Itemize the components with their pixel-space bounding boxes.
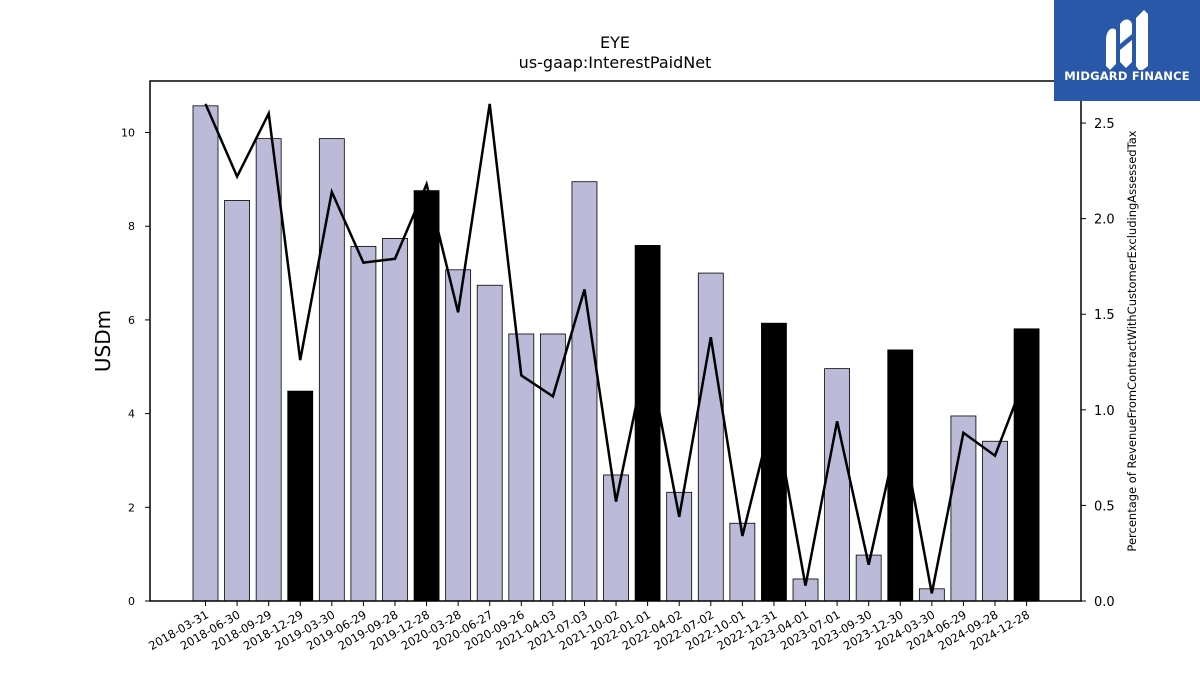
line-series (204, 103, 1028, 594)
bar-2020-09-26 (508, 333, 535, 602)
bar-2019-12-28 (413, 190, 440, 602)
bar-2022-04-02 (666, 491, 693, 602)
ratio-line (204, 103, 1028, 594)
bar-2020-03-28 (445, 269, 472, 602)
midgard-logo-icon (1106, 10, 1148, 70)
midgard-logo: MIDGARD FINANCE (1054, 0, 1200, 101)
y-tick-label: 4 (128, 408, 135, 421)
bar-2024-12-28 (1013, 328, 1040, 602)
bar-2019-06-29 (350, 245, 377, 602)
bar-2020-06-27 (476, 284, 503, 602)
bar-series (192, 105, 1040, 602)
chart-subtitle: us-gaap:InterestPaidNet (519, 53, 712, 72)
bar-2018-06-30 (224, 200, 250, 602)
bar-2022-01-01 (634, 245, 661, 602)
y2-tick-label: 0.0 (1094, 595, 1115, 610)
y2-tick-label: 2.0 (1094, 213, 1115, 228)
bar-2019-09-28 (382, 238, 408, 602)
bar-2021-04-03 (539, 333, 566, 602)
bar-2023-07-01 (824, 368, 850, 602)
bar-2022-07-02 (697, 272, 724, 602)
bar-2018-12-29 (287, 390, 314, 602)
plot-frame (149, 80, 1082, 602)
y-tick-label: 2 (128, 501, 135, 514)
bar-2018-03-31 (192, 105, 219, 602)
y-tick-label: 6 (128, 314, 135, 327)
y2-tick-label: 2.5 (1094, 117, 1115, 132)
y2-axis-label: Percentage of RevenueFromContractWithCus… (1125, 130, 1139, 551)
y2-tick-label: 1.5 (1094, 308, 1115, 323)
y2-tick-label: 0.5 (1094, 499, 1115, 514)
logo-text: MIDGARD FINANCE (1064, 69, 1190, 83)
bar-2024-06-29 (950, 415, 977, 602)
y-tick-label: 0 (128, 595, 135, 608)
y2-tick-label: 1.0 (1094, 404, 1115, 419)
chart-title: EYE (600, 33, 630, 52)
bar-2021-07-03 (571, 181, 598, 602)
bar-2024-09-28 (982, 440, 1008, 602)
y-tick-label: 10 (121, 127, 135, 140)
bar-2019-03-30 (318, 138, 345, 602)
y-axis-label: USDm (91, 310, 115, 372)
y-tick-label: 8 (128, 220, 135, 233)
bar-2018-09-29 (255, 138, 282, 602)
